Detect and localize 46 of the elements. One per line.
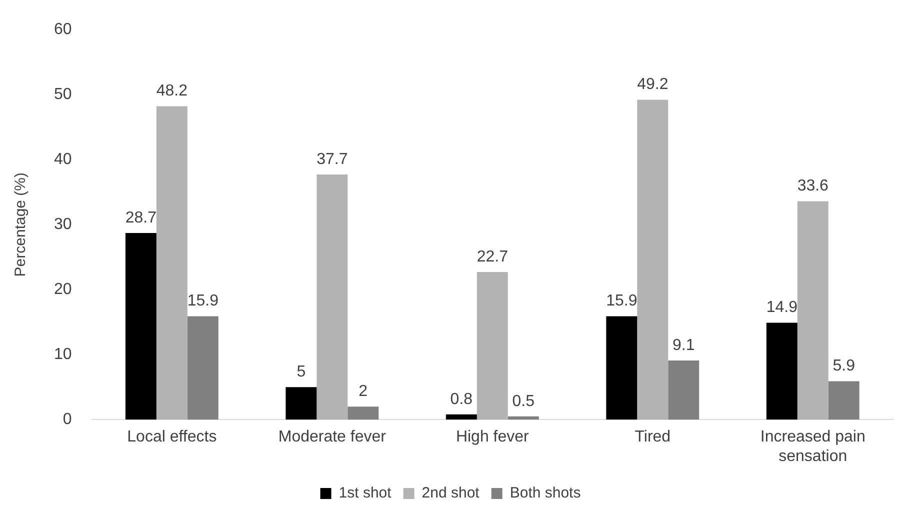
data-label: 28.7 [125, 209, 157, 226]
data-label: 37.7 [316, 150, 348, 168]
bar [828, 381, 860, 420]
bar [606, 316, 638, 420]
y-tick-label: 20 [54, 281, 72, 298]
x-tick-label: High fever [456, 428, 530, 446]
data-label: 15.9 [606, 292, 638, 310]
x-tick-label: Local effects [127, 428, 217, 446]
bar [348, 406, 379, 420]
bar [187, 316, 218, 420]
data-label: 5 [296, 364, 306, 381]
legend-label: 1st shot [338, 484, 392, 502]
data-label: 5.9 [832, 358, 856, 375]
data-label: 9.1 [672, 336, 695, 354]
bar [125, 233, 156, 420]
y-tick-label: 0 [62, 411, 72, 428]
bar [446, 414, 477, 420]
data-label: 22.7 [476, 248, 508, 266]
bar [476, 272, 508, 420]
y-tick-label: 30 [54, 216, 72, 234]
bar [286, 387, 317, 420]
bar [508, 416, 539, 420]
data-label: 49.2 [637, 76, 668, 94]
x-tick-label: Increased pain sensation [760, 428, 866, 465]
bar [316, 174, 348, 420]
data-label: 0.5 [512, 392, 535, 410]
legend-label: Both shots [510, 484, 581, 502]
data-label: 15.9 [187, 292, 219, 310]
y-tick-label: 40 [54, 151, 72, 168]
data-label: 33.6 [797, 178, 829, 195]
data-label: 14.9 [766, 299, 798, 316]
y-axis-title: Percentage (%) [12, 172, 30, 277]
y-tick-label: 10 [54, 346, 72, 364]
bar [668, 360, 700, 420]
bar [156, 106, 188, 420]
data-label: 2 [358, 383, 368, 400]
legend-label: 2nd shot [422, 484, 480, 502]
bar [766, 322, 798, 420]
y-tick-label: 60 [54, 21, 72, 38]
bar [797, 201, 828, 420]
bar [637, 100, 668, 420]
data-label: 48.2 [156, 82, 188, 100]
x-tick-label: Moderate fever [278, 428, 387, 446]
x-tick-label: Tired [634, 428, 671, 446]
data-label: 0.8 [450, 390, 473, 408]
y-tick-label: 50 [54, 86, 72, 104]
